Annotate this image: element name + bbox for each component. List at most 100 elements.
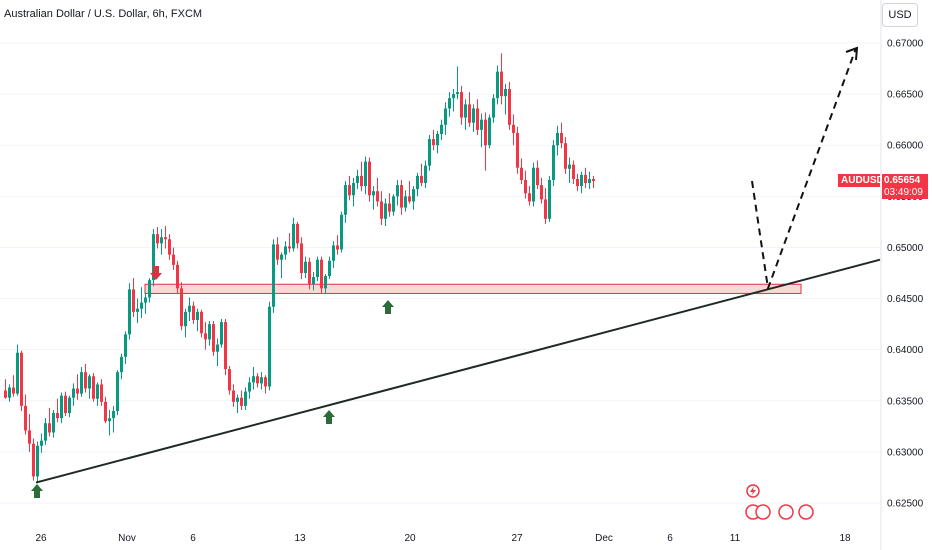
- candles-layer: [4, 53, 595, 482]
- candle-body: [224, 322, 227, 370]
- projection-arrowhead: [845, 46, 859, 61]
- candle-body: [304, 261, 307, 273]
- candle-body: [80, 372, 83, 394]
- candle-body: [332, 245, 335, 261]
- candle-body: [484, 119, 487, 146]
- candle-body: [396, 185, 399, 197]
- candle-body: [380, 201, 383, 219]
- candle-body: [372, 191, 375, 196]
- last-price-badge: 0.65654: [882, 174, 928, 187]
- y-tick-label: 0.64000: [887, 345, 924, 356]
- chart-title: Australian Dollar / U.S. Dollar, 6h, FXC…: [4, 8, 203, 20]
- currency-button[interactable]: USD: [882, 3, 918, 27]
- candle-body: [248, 382, 251, 392]
- candle-body: [336, 245, 339, 250]
- candle-body: [448, 98, 451, 109]
- candle-body: [112, 411, 115, 419]
- candle-body: [580, 174, 583, 187]
- candle-body: [572, 164, 575, 179]
- projection-path: [751, 47, 857, 289]
- candle-body: [16, 352, 19, 394]
- candle-body: [528, 193, 531, 202]
- event-icons: [745, 484, 814, 520]
- x-tick-label: 6: [190, 533, 196, 544]
- y-tick-label: 0.67000: [887, 39, 924, 50]
- candle-body: [272, 244, 275, 307]
- candle-body: [176, 264, 179, 289]
- candle-body: [232, 390, 235, 402]
- y-tick-label: 0.64500: [887, 294, 924, 305]
- candle-body: [8, 387, 11, 398]
- candle-body: [256, 376, 259, 384]
- candle-body: [364, 161, 367, 187]
- candle-body: [552, 145, 555, 180]
- candle-body: [500, 71, 503, 97]
- chart-grid: [0, 42, 880, 504]
- support-zone: [144, 283, 802, 294]
- candle-body: [184, 311, 187, 327]
- candle-body: [456, 92, 459, 95]
- x-tick-label: 13: [294, 533, 306, 544]
- candle-body: [40, 440, 43, 446]
- candle-body: [592, 178, 595, 181]
- candle-body: [64, 395, 67, 414]
- x-tick-label: 18: [839, 533, 851, 544]
- candle-body: [212, 324, 215, 352]
- candle-body: [560, 132, 563, 144]
- candle-body: [416, 175, 419, 190]
- candle-body: [244, 391, 247, 406]
- candle-body: [236, 397, 239, 402]
- candle-body: [348, 185, 351, 196]
- candle-body: [92, 376, 95, 399]
- candle-body: [472, 108, 475, 123]
- candle-body: [488, 117, 491, 146]
- candle-body: [360, 175, 363, 187]
- candle-body: [164, 237, 167, 240]
- candle-body: [480, 119, 483, 130]
- candle-body: [588, 178, 591, 184]
- event-flag-icon[interactable]: [798, 504, 814, 520]
- candle-body: [252, 376, 255, 383]
- candle-body: [568, 164, 571, 169]
- candle-body: [420, 175, 423, 184]
- candle-body: [44, 423, 47, 441]
- candle-body: [124, 334, 127, 357]
- candle-body: [172, 254, 175, 265]
- candle-body: [548, 179, 551, 219]
- candle-body: [260, 377, 263, 384]
- buy-signal-arrow: [31, 484, 43, 498]
- candle-body: [516, 132, 519, 168]
- candle-body: [20, 352, 23, 406]
- candle-body: [576, 178, 579, 187]
- event-flag-icon[interactable]: [755, 504, 771, 520]
- candle-body: [556, 132, 559, 146]
- candle-body: [404, 196, 407, 208]
- event-flag-icon[interactable]: [778, 504, 794, 520]
- candle-body: [128, 289, 131, 335]
- candle-body: [168, 239, 171, 255]
- candle-body: [428, 139, 431, 166]
- candle-body: [464, 104, 467, 118]
- candle-body: [340, 214, 343, 250]
- candle-body: [452, 94, 455, 99]
- candle-body: [216, 344, 219, 352]
- candle-body: [328, 260, 331, 277]
- candle-body: [368, 161, 371, 196]
- candle-body: [72, 388, 75, 398]
- candle-body: [376, 191, 379, 202]
- candle-body: [96, 384, 99, 399]
- candle-body: [156, 234, 159, 244]
- x-tick-label: 11: [730, 533, 741, 544]
- candle-body: [468, 104, 471, 123]
- candle-body: [84, 372, 87, 389]
- candle-body: [504, 89, 507, 97]
- candle-body: [292, 223, 295, 249]
- candle-body: [68, 397, 71, 414]
- trend-lines-layer: [35, 46, 881, 484]
- candle-body: [400, 185, 403, 208]
- candle-body: [48, 423, 51, 433]
- y-tick-label: 0.63000: [887, 447, 924, 458]
- candle-body: [520, 167, 523, 180]
- x-tick-label: 26: [35, 533, 47, 544]
